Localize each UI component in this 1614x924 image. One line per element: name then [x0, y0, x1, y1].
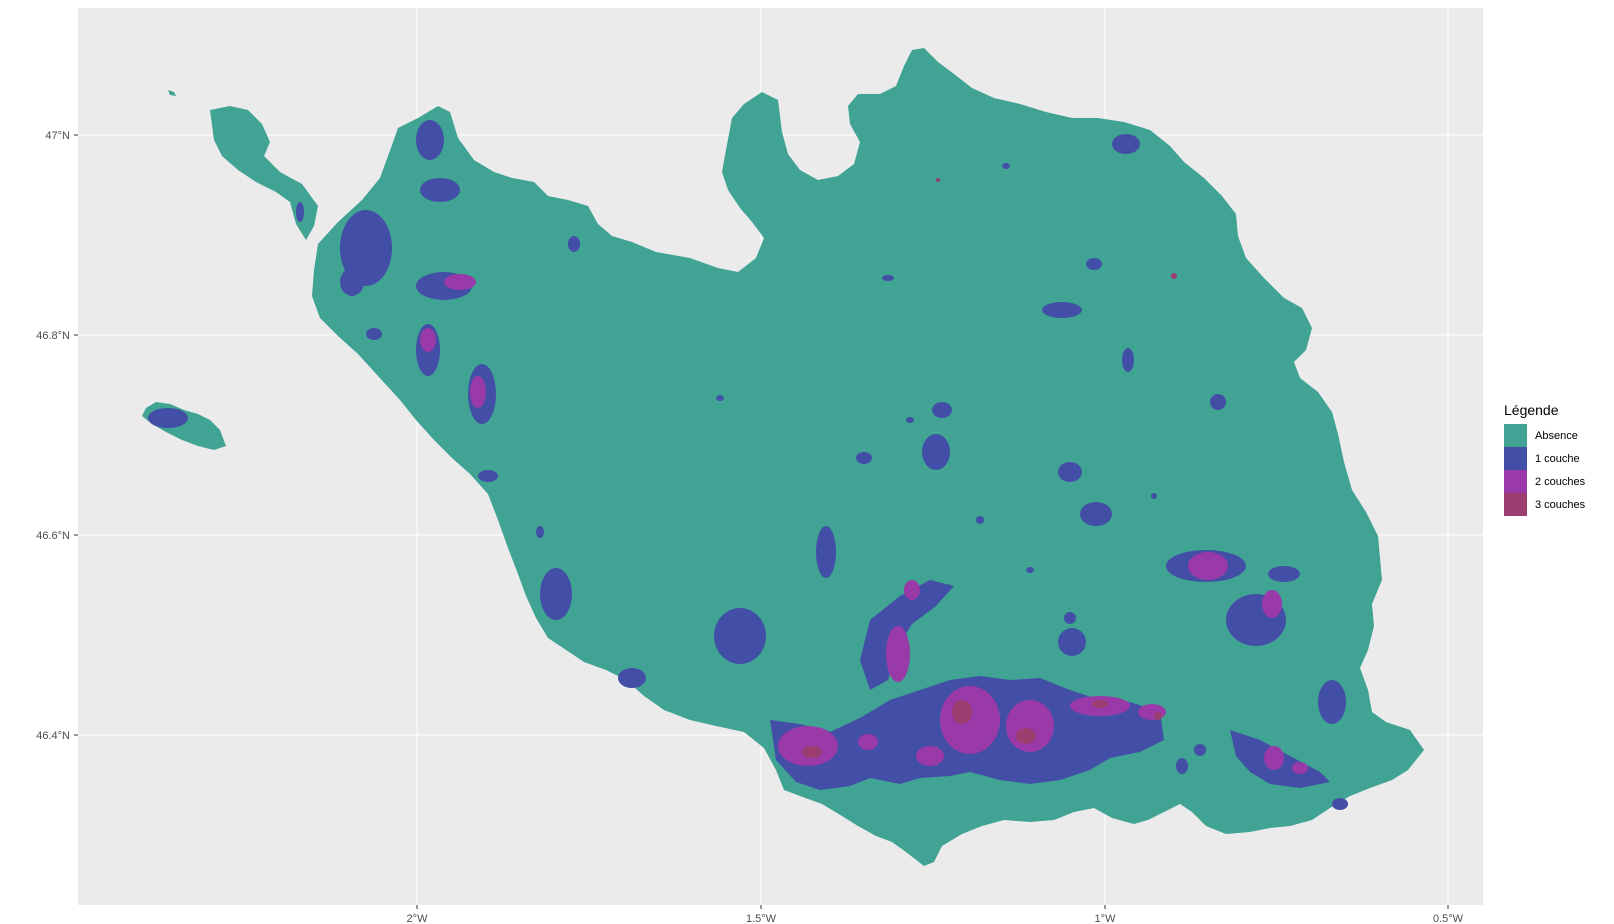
legend-item-2-couches: 2 couches: [1504, 470, 1585, 493]
x-tick-label: 0.5°W: [1433, 913, 1464, 924]
legend-item-absence: Absence: [1504, 424, 1585, 447]
island-small-top: [168, 90, 176, 96]
y-axis-labels: 47°N 46.8°N 46.6°N 46.4°N: [36, 130, 70, 742]
legend: Légende Absence 1 couche 2 couches 3 cou…: [1504, 402, 1585, 516]
legend-label: 2 couches: [1535, 475, 1586, 488]
patches-3-couches: [802, 178, 1177, 758]
y-tick-label: 47°N: [45, 130, 70, 142]
legend-label: Absence: [1535, 429, 1578, 442]
legend-item-3-couches: 3 couches: [1504, 493, 1585, 516]
legend-label: 3 couches: [1535, 498, 1586, 511]
y-tick-label: 46.4°N: [36, 730, 70, 742]
southern-lobe: [1134, 790, 1160, 816]
legend-title: Légende: [1504, 402, 1559, 418]
legend-swatch: [1504, 447, 1527, 470]
peninsula-north: [210, 106, 318, 240]
legend-item-1-couche: 1 couche: [1504, 447, 1585, 470]
x-tick-label: 2°W: [407, 913, 429, 924]
x-axis-labels: 2°W 1.5°W 1°W 0.5°W: [407, 913, 1464, 924]
x-tick-label: 1.5°W: [746, 913, 777, 924]
patches-2-couches: [420, 274, 1308, 774]
legend-label: 1 couche: [1535, 452, 1580, 465]
axis-ticks: [74, 134, 1449, 909]
legend-swatch: [1504, 470, 1527, 493]
legend-swatch: [1504, 424, 1527, 447]
y-tick-label: 46.6°N: [36, 530, 70, 542]
x-tick-label: 1°W: [1095, 913, 1117, 924]
legend-swatch: [1504, 493, 1527, 516]
y-tick-label: 46.8°N: [36, 330, 70, 342]
